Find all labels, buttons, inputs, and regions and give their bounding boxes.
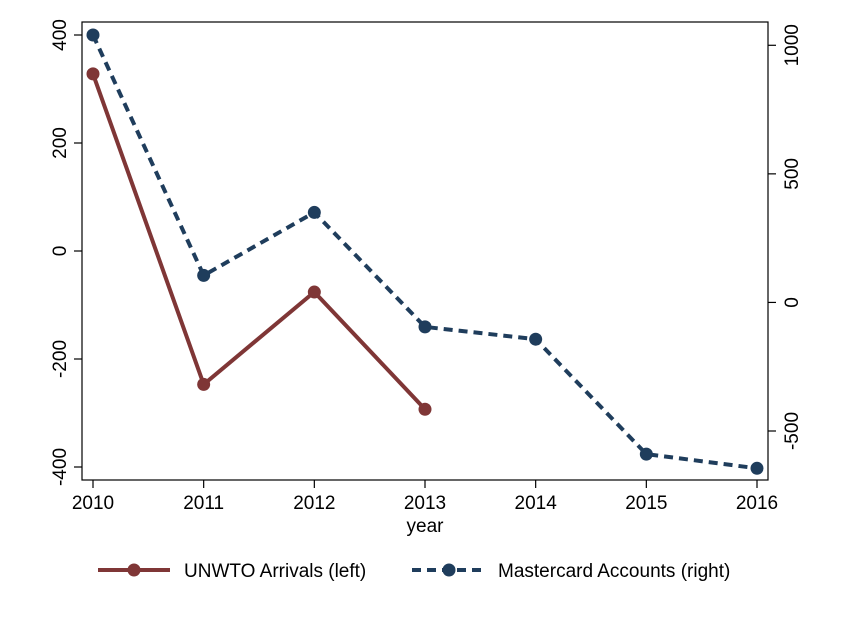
x-tick-label: 2016 (736, 493, 778, 514)
axes-layer: 2010 2011 2012 2013 2014 2015 2016 year 400 200 0 -… (50, 19, 803, 537)
y-left-tick-label: 400 (50, 19, 71, 51)
legend-marker-1 (127, 563, 141, 577)
y-right-tick-label: 0 (782, 297, 803, 308)
x-tick-label: 2011 (183, 493, 224, 514)
data-point-series-1 (307, 285, 321, 299)
data-point-series-2 (750, 461, 764, 475)
data-point-series-2 (197, 268, 211, 282)
data-point-series-1 (418, 402, 432, 416)
data-point-series-1 (86, 67, 100, 81)
x-tick-label: 2012 (293, 493, 335, 514)
data-point-series-2 (307, 205, 321, 219)
y-right-tick-label: -500 (782, 412, 803, 450)
x-tick-label: 2015 (625, 493, 667, 514)
legend: UNWTO Arrivals (left) Mastercard Accounts… (98, 561, 730, 582)
x-tick-label: 2010 (72, 493, 114, 514)
y-left-tick-label: 0 (50, 246, 71, 257)
data-point-series-2 (529, 332, 543, 346)
data-point-series-2 (86, 28, 100, 42)
x-axis-title: year (407, 516, 445, 537)
data-point-series-2 (418, 320, 432, 334)
y-left-tick-label: -400 (50, 448, 71, 486)
y-left-tick-label: 200 (50, 127, 71, 159)
data-point-series-2 (639, 447, 653, 461)
data-point-series-1 (197, 377, 211, 391)
legend-label-1: UNWTO Arrivals (left) (184, 561, 366, 582)
x-tick-label: 2013 (404, 493, 446, 514)
y-right-tick-label: 500 (782, 158, 803, 190)
plot-layer (86, 28, 764, 475)
series-line-1 (91, 73, 427, 411)
x-tick-label: 2014 (515, 493, 558, 514)
y-left-tick-label: -200 (50, 340, 71, 378)
y-right-tick-label: 1000 (782, 24, 803, 66)
legend-label-2: Mastercard Accounts (right) (498, 561, 730, 582)
legend-marker-2 (442, 563, 456, 577)
